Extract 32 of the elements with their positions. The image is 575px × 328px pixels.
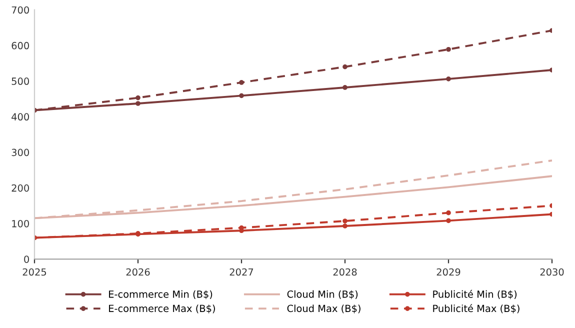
y-tick-label: 700	[12, 6, 29, 14]
legend-label: E-commerce Min (B$)	[109, 290, 212, 300]
x-tick-label: 2028	[333, 268, 357, 276]
point	[136, 101, 140, 106]
legend-label: E-commerce Max (B$)	[109, 304, 215, 314]
y-tick-label: 100	[12, 220, 29, 228]
point	[446, 210, 451, 216]
point	[239, 93, 244, 98]
point	[446, 76, 451, 82]
y-tick-label: 500	[12, 78, 29, 85]
y-tick-label: 0	[24, 256, 29, 263]
point	[239, 80, 244, 85]
y-tick-label: 300	[12, 148, 29, 156]
x-tick-label: 2025	[22, 268, 46, 276]
point	[446, 218, 451, 224]
point	[342, 85, 348, 90]
point	[342, 64, 348, 70]
y-tick-label: 400	[12, 113, 29, 121]
y-tick-label: 600	[12, 42, 29, 50]
x-tick-label: 2026	[126, 268, 150, 276]
x-tick-label: 2030	[540, 268, 564, 276]
point	[342, 224, 348, 228]
legend-label: Publicité Min (B$)	[433, 290, 517, 300]
x-tick-label: 2027	[230, 268, 254, 276]
legend-label: Cloud Max (B$)	[287, 304, 360, 314]
point	[446, 46, 451, 52]
legend-label: Publicité Max (B$)	[433, 304, 520, 314]
x-tick-label: 2029	[436, 268, 460, 276]
point	[136, 95, 140, 100]
y-tick-label: 200	[12, 184, 29, 192]
legend-label: Cloud Min (B$)	[287, 290, 358, 300]
point	[342, 218, 348, 224]
